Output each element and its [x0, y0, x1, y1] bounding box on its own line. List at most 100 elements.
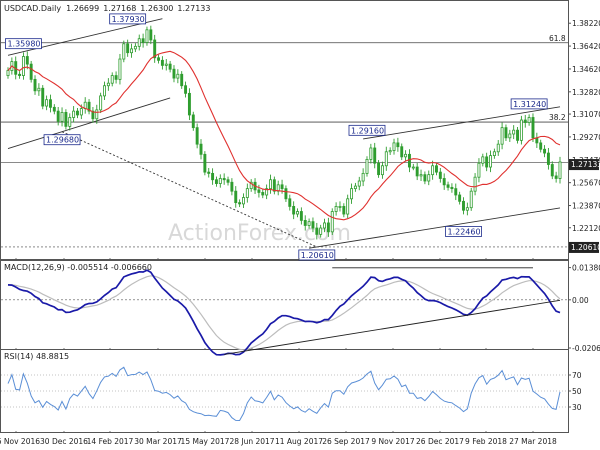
candle — [211, 168, 215, 185]
candle-body — [160, 59, 164, 66]
candle-body — [52, 106, 56, 112]
candle-body — [392, 142, 396, 151]
candle — [546, 147, 550, 170]
candle-body — [500, 127, 504, 145]
candle — [137, 34, 141, 51]
candle-body — [400, 146, 404, 158]
candle-body — [56, 110, 60, 122]
price-tick-label: 1.34620 — [572, 65, 600, 74]
candle-body — [516, 129, 520, 141]
macd-tick-label: 0.01380 — [572, 264, 600, 273]
candle-body — [442, 178, 446, 186]
candle-body — [338, 206, 342, 208]
candle-body — [218, 178, 222, 184]
price-tick-label: 1.23870 — [572, 202, 600, 211]
x-tick-label: 27 Mar 2018 — [509, 437, 557, 446]
swing-label-text: 1.22460 — [447, 227, 480, 236]
candle-body — [342, 206, 346, 215]
candle — [377, 160, 381, 178]
candle-body — [485, 156, 489, 168]
candle-body — [481, 156, 485, 164]
candle-body — [369, 147, 373, 160]
candle-body — [315, 227, 319, 235]
swing-label: 1.31240 — [510, 98, 548, 110]
candle-body — [546, 152, 550, 165]
last-price-box — [569, 159, 599, 171]
rsi-tick-label: 30 — [572, 403, 582, 412]
candle — [357, 176, 361, 191]
swing-annotations: 1.35980 1.29680 1.37930 1.20610 1.29160 1.224… — [5, 13, 548, 261]
ohlc-low: 1.26300 — [140, 4, 173, 13]
candle — [519, 115, 523, 145]
candle-body — [384, 151, 388, 167]
candle — [272, 176, 276, 195]
candle-body — [307, 221, 311, 226]
macd-series: 0.01380 0.00 -0.020648 — [1, 264, 600, 356]
swing-label: 1.29680 — [43, 134, 81, 146]
candle — [438, 167, 442, 183]
swing-label-box — [510, 98, 548, 110]
candle — [41, 85, 45, 110]
candle — [431, 160, 435, 180]
candle-body — [326, 222, 330, 233]
candle-body — [519, 119, 523, 141]
candle-body — [523, 119, 527, 123]
rsi-tick-label: 50 — [572, 387, 582, 396]
candle-body — [543, 148, 547, 154]
candle-body — [512, 129, 516, 135]
macd-tick-label: 0.00 — [572, 296, 589, 305]
candle-body — [431, 165, 435, 176]
candle — [195, 123, 199, 149]
candle-body — [238, 202, 242, 205]
candle — [172, 65, 176, 83]
candle-body — [539, 142, 543, 150]
candle — [118, 53, 122, 85]
candle-body — [261, 192, 265, 196]
candle-body — [33, 78, 37, 92]
candle — [261, 189, 265, 199]
candle-body — [292, 206, 296, 215]
candle — [477, 158, 481, 183]
candle — [469, 187, 473, 211]
candle — [214, 176, 218, 187]
bottom-price-box — [569, 241, 599, 253]
candle — [531, 113, 535, 142]
candle — [95, 104, 99, 124]
candle-body — [145, 29, 149, 43]
candle — [141, 33, 145, 48]
candle-body — [103, 85, 106, 97]
candle-body — [438, 171, 442, 179]
candle-body — [380, 165, 384, 176]
candle — [400, 143, 404, 161]
swing-label-text: 1.31240 — [513, 100, 546, 109]
x-tick-label: 9 Nov 2017 — [371, 437, 414, 446]
candle — [303, 215, 307, 231]
candle — [481, 153, 485, 167]
candle-body — [435, 165, 438, 173]
candle — [184, 81, 188, 98]
price-panel-title: USDCAD.Daily 1.26699 1.27168 1.26300 1.27133 — [4, 4, 210, 13]
candle-body — [269, 179, 272, 190]
candle — [396, 137, 400, 152]
candle-body — [334, 206, 338, 212]
candle — [550, 161, 554, 180]
price-tick-label: 1.36420 — [572, 42, 600, 51]
x-tick-label: 15 May 2017 — [181, 437, 230, 446]
swing-label-box — [43, 134, 81, 146]
swing-label: 1.35980 — [5, 38, 42, 50]
candle — [435, 162, 438, 176]
swing-label: 1.29160 — [348, 124, 386, 136]
candle-body — [191, 114, 195, 129]
candle-body — [284, 188, 288, 200]
candle-body — [473, 176, 477, 192]
price-tick-label: 1.25670 — [572, 179, 600, 188]
candle — [122, 40, 126, 63]
candle — [411, 163, 415, 171]
candle — [56, 107, 60, 126]
candle — [384, 146, 388, 171]
candle — [218, 174, 222, 188]
candle — [504, 124, 508, 141]
candle-body — [288, 198, 292, 207]
candle — [180, 71, 184, 89]
